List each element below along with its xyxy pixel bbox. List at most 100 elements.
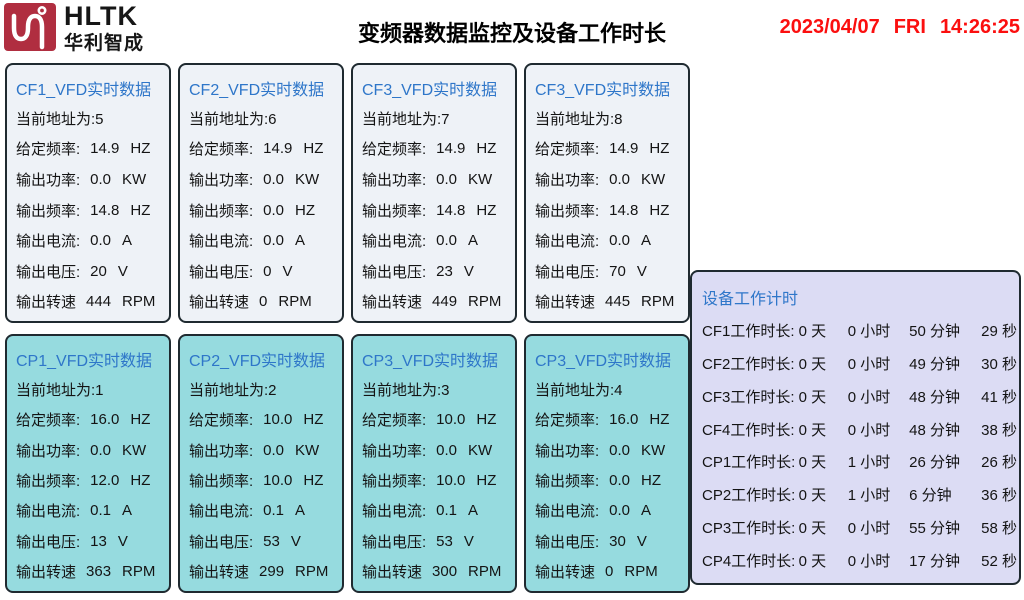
vfd-data-row: 输出功率: 0.0 KW bbox=[16, 164, 160, 195]
vfd-row-label: 输出频率: bbox=[362, 202, 427, 220]
brand-name: HLTK bbox=[64, 1, 138, 31]
vfd-data-row: 输出电压: 30 V bbox=[535, 526, 679, 556]
vfd-address-row: 当前地址为:7 bbox=[362, 110, 450, 128]
vfd-row-unit: A bbox=[641, 502, 652, 520]
vfd-row-unit: RPM bbox=[122, 563, 156, 581]
vfd-row-label: 输出功率: bbox=[189, 171, 254, 189]
vfd-panel: CP1_VFD实时数据 当前地址为:1 给定频率: 16.0 HZ 输出功率: 0.0 KW 输… bbox=[5, 334, 171, 593]
vfd-address-row: 当前地址为:3 bbox=[362, 381, 450, 399]
vfd-data-row: 输出功率: 0.0 KW bbox=[535, 164, 679, 195]
vfd-data-row: 输出频率: 12.0 HZ bbox=[16, 465, 160, 495]
vfd-row-value: 10.0 bbox=[436, 411, 466, 429]
vfd-row-label: 输出电压: bbox=[16, 533, 81, 551]
timer-row: CF4工作时长: 0 天 0 小时 48 分钟 38 秒 bbox=[702, 413, 1017, 446]
vfd-row-value: 445 bbox=[605, 293, 631, 311]
vfd-data-row: 输出频率: 10.0 HZ bbox=[362, 465, 506, 495]
timer-row-seconds: 58 秒 bbox=[981, 520, 1018, 538]
vfd-address-row: 当前地址为:6 bbox=[189, 110, 277, 128]
timer-row-hours: 0 小时 bbox=[847, 355, 891, 373]
vfd-row-value: 13 bbox=[90, 532, 107, 550]
vfd-row-label: 输出转速 bbox=[16, 564, 77, 582]
vfd-row-label: 输出频率: bbox=[362, 472, 427, 490]
vfd-row-value: 53 bbox=[263, 532, 280, 550]
vfd-row-value: 0.0 bbox=[90, 441, 112, 459]
timer-row-minutes: 48 分钟 bbox=[909, 421, 961, 439]
vfd-row-label: 输出功率: bbox=[16, 442, 81, 460]
vfd-row-value: 10.0 bbox=[263, 411, 293, 429]
vfd-row-unit: HZ bbox=[130, 411, 151, 429]
timer-row-days: 0 天 bbox=[798, 355, 827, 373]
vfd-data-row: 输出频率: 14.8 HZ bbox=[362, 195, 506, 226]
timer-row-days: 0 天 bbox=[798, 454, 827, 472]
vfd-row-value: 0 bbox=[605, 563, 614, 581]
vfd-row-unit: KW bbox=[122, 170, 147, 188]
vfd-data-row: 输出频率: 10.0 HZ bbox=[189, 465, 333, 495]
vfd-data-row: 输出电压: 20 V bbox=[16, 256, 160, 287]
vfd-row-unit: HZ bbox=[303, 411, 324, 429]
vfd-row-label: 输出电流: bbox=[189, 503, 254, 521]
vfd-row-value: 0.0 bbox=[609, 471, 631, 489]
vfd-row-unit: V bbox=[463, 262, 474, 280]
timer-row-minutes: 50 分钟 bbox=[909, 322, 961, 340]
vfd-row-unit: A bbox=[295, 232, 306, 250]
vfd-row-unit: RPM bbox=[468, 293, 502, 311]
timer-row: CP3工作时长: 0 天 0 小时 55 分钟 58 秒 bbox=[702, 511, 1017, 544]
vfd-row-value: 0.0 bbox=[90, 232, 112, 250]
vfd-data-row: 输出功率: 0.0 KW bbox=[535, 435, 679, 465]
timer-row-minutes: 49 分钟 bbox=[909, 355, 961, 373]
vfd-row-value: 14.8 bbox=[609, 201, 639, 219]
vfd-row-unit: V bbox=[290, 532, 301, 550]
vfd-data-row: 输出频率: 14.8 HZ bbox=[16, 195, 160, 226]
vfd-data-row: 输出电压: 53 V bbox=[189, 526, 333, 556]
vfd-row-value: 0.0 bbox=[609, 170, 631, 188]
vfd-row-value: 0 bbox=[259, 293, 268, 311]
vfd-row-label: 输出频率: bbox=[16, 472, 81, 490]
timer-panel-title: 设备工作计时 bbox=[702, 291, 799, 308]
vfd-data-row: 输出转速 0 RPM bbox=[189, 286, 333, 317]
vfd-data-row: 输出电压: 0 V bbox=[189, 256, 333, 287]
timer-row-hours: 1 小时 bbox=[847, 454, 891, 472]
vfd-row-value: 0.0 bbox=[436, 441, 458, 459]
vfd-data-row: 给定频率: 14.9 HZ bbox=[535, 134, 679, 165]
vfd-row-unit: HZ bbox=[476, 411, 497, 429]
vfd-row-label: 输出频率: bbox=[16, 202, 81, 220]
vfd-row-value: 444 bbox=[86, 293, 112, 311]
vfd-address-row: 当前地址为:2 bbox=[189, 381, 277, 399]
timer-row: CF2工作时长: 0 天 0 小时 49 分钟 30 秒 bbox=[702, 347, 1017, 380]
vfd-row-value: 0.1 bbox=[263, 502, 285, 520]
vfd-row-unit: HZ bbox=[476, 140, 497, 158]
timer-row: CP4工作时长: 0 天 0 小时 17 分钟 52 秒 bbox=[702, 544, 1017, 577]
vfd-data-row: 输出电压: 23 V bbox=[362, 256, 506, 287]
vfd-data-row: 给定频率: 10.0 HZ bbox=[189, 404, 333, 434]
vfd-row-value: 300 bbox=[432, 563, 458, 581]
timer-row-seconds: 30 秒 bbox=[981, 355, 1018, 373]
vfd-row-label: 输出功率: bbox=[189, 442, 254, 460]
vfd-row-value: 0.0 bbox=[609, 441, 631, 459]
vfd-panel-title: CF1_VFD实时数据 bbox=[16, 81, 152, 99]
vfd-panel-title: CP2_VFD实时数据 bbox=[189, 352, 326, 370]
vfd-row-label: 输出频率: bbox=[189, 472, 254, 490]
vfd-row-value: 0 bbox=[263, 262, 272, 280]
timer-row-days: 0 天 bbox=[798, 322, 827, 340]
vfd-row-value: 0.0 bbox=[609, 232, 631, 250]
vfd-row-unit: V bbox=[282, 262, 293, 280]
vfd-row-label: 输出转速 bbox=[535, 564, 596, 582]
vfd-row-value: 0.1 bbox=[90, 502, 112, 520]
timer-row-seconds: 52 秒 bbox=[981, 553, 1018, 571]
vfd-row-unit: RPM bbox=[295, 563, 329, 581]
timer-row-hours: 0 小时 bbox=[847, 322, 891, 340]
vfd-panel-title: CP3_VFD实时数据 bbox=[535, 352, 672, 370]
timer-row-hours: 0 小时 bbox=[847, 421, 891, 439]
vfd-row-unit: A bbox=[122, 502, 133, 520]
timer-row-label: CP1工作时长: bbox=[702, 454, 796, 472]
vfd-row-unit: KW bbox=[468, 441, 493, 459]
vfd-row-unit: RPM bbox=[278, 293, 312, 311]
vfd-data-row: 输出频率: 0.0 HZ bbox=[189, 195, 333, 226]
vfd-row-unit: A bbox=[641, 232, 652, 250]
vfd-row-unit: HZ bbox=[649, 201, 670, 219]
vfd-row-label: 输出功率: bbox=[535, 171, 600, 189]
timer-row: CP1工作时长: 0 天 1 小时 26 分钟 26 秒 bbox=[702, 446, 1017, 479]
vfd-data-row: 输出转速 445 RPM bbox=[535, 286, 679, 317]
timer-row-hours: 0 小时 bbox=[847, 388, 891, 406]
